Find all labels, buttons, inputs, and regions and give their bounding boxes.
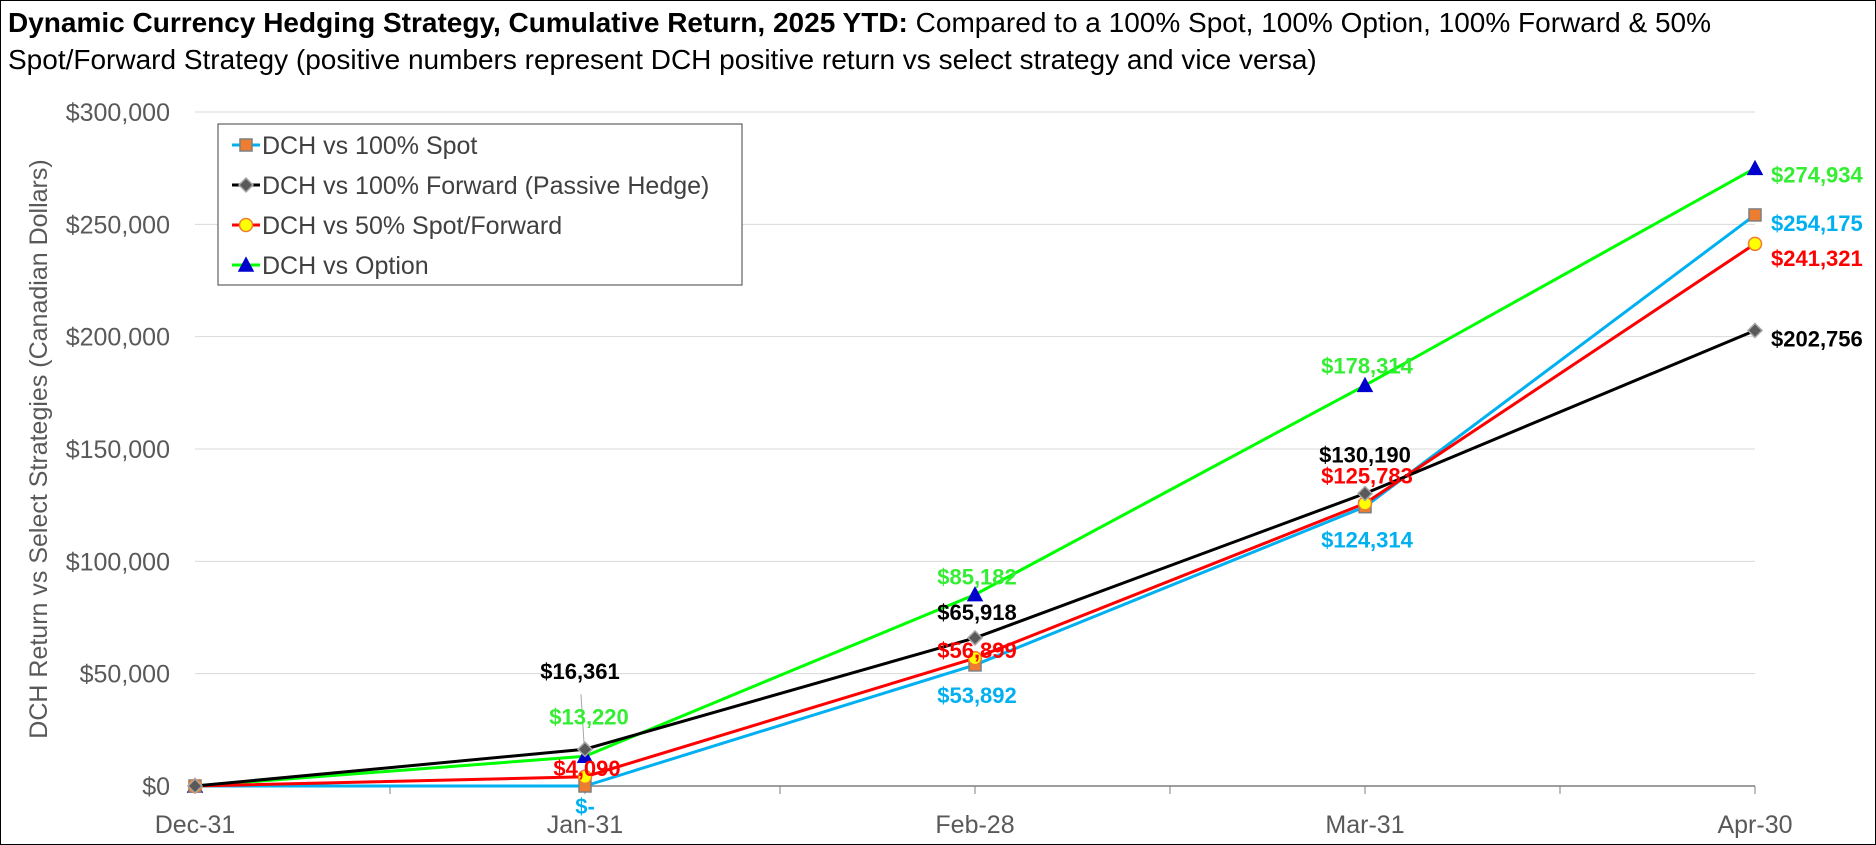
- gridlines: [195, 111, 1755, 675]
- data-label: $241,321: [1771, 246, 1863, 271]
- data-label: $130,190: [1319, 443, 1411, 468]
- data-label: $125,783: [1321, 463, 1413, 488]
- data-point: [1356, 485, 1374, 502]
- y-tick-label: $100,000: [66, 548, 170, 576]
- y-tick-label: $0: [142, 773, 170, 801]
- data-point: [967, 650, 983, 666]
- data-label: $56,899: [937, 638, 1017, 663]
- series-lines: [186, 159, 1764, 795]
- data-label: $16,361: [540, 659, 620, 684]
- legend-swatch-marker: [239, 138, 253, 152]
- data-label: $202,756: [1771, 326, 1863, 351]
- x-tick-label: Dec-31: [155, 811, 236, 839]
- data-label: $65,918: [937, 600, 1017, 625]
- legend-entry: DCH vs 100% Forward (Passive Hedge): [262, 172, 709, 200]
- axes: $0 $50,000 $100,000 $150,000 $200,000 $250,00…: [25, 99, 1793, 839]
- legend-box: [217, 123, 743, 286]
- legend-entry: DCH vs 50% Spot/Forward: [262, 212, 562, 240]
- y-tick-label: $250,000: [66, 211, 170, 239]
- x-tick-label: Jan-31: [547, 811, 623, 839]
- chart-title-rest: Compared to a 100% Spot, 100% Option, 10…: [8, 7, 1712, 75]
- legend-swatch-marker: [238, 217, 254, 233]
- data-point: [1747, 236, 1763, 252]
- x-tick-label: Apr-30: [1717, 811, 1792, 839]
- y-axis-title: DCH Return vs Select Strategies (Canadia…: [25, 159, 53, 738]
- data-point: [577, 769, 593, 785]
- x-tick-label: Feb-28: [935, 811, 1014, 839]
- data-labels: $- $53,892 $124,314 $254,175 $16,361 $65,918 $…: [540, 162, 1863, 819]
- data-label: $-: [575, 794, 595, 819]
- data-point: [1746, 159, 1764, 176]
- x-tick-label: Mar-31: [1325, 811, 1404, 839]
- data-point: [186, 777, 204, 795]
- y-tick-label: $300,000: [66, 99, 170, 127]
- legend-swatch-marker: [237, 256, 255, 272]
- label-leader-line: [580, 694, 585, 744]
- data-label: $13,220: [549, 704, 629, 729]
- data-label: $4,090: [553, 756, 620, 781]
- chart-title-bold: Dynamic Currency Hedging Strategy, Cumul…: [8, 7, 908, 38]
- data-point: [966, 586, 984, 602]
- data-label: $53,892: [937, 683, 1017, 708]
- data-label: $124,314: [1321, 528, 1414, 553]
- data-label: $85,182: [937, 565, 1017, 590]
- data-label: $178,314: [1321, 353, 1414, 378]
- chart-title: Dynamic Currency Hedging Strategy, Cumul…: [0, 0, 1868, 78]
- legend-entry: DCH vs Option: [262, 252, 429, 280]
- legend-entry: DCH vs 100% Spot: [262, 132, 477, 160]
- data-point: [576, 741, 594, 758]
- data-point: [966, 629, 984, 646]
- legend: DCH vs 100% Spot DCH vs 100% Forward (Pas…: [217, 123, 743, 286]
- data-label: $254,175: [1771, 211, 1863, 236]
- y-tick-label: $150,000: [66, 436, 170, 464]
- data-point: [1746, 322, 1764, 339]
- y-tick-label: $200,000: [66, 324, 170, 352]
- data-point: [1356, 376, 1374, 393]
- legend-swatch-marker: [237, 176, 255, 194]
- y-tick-label: $50,000: [80, 661, 170, 689]
- data-label: $274,934: [1771, 162, 1864, 187]
- data-point: [1748, 208, 1762, 222]
